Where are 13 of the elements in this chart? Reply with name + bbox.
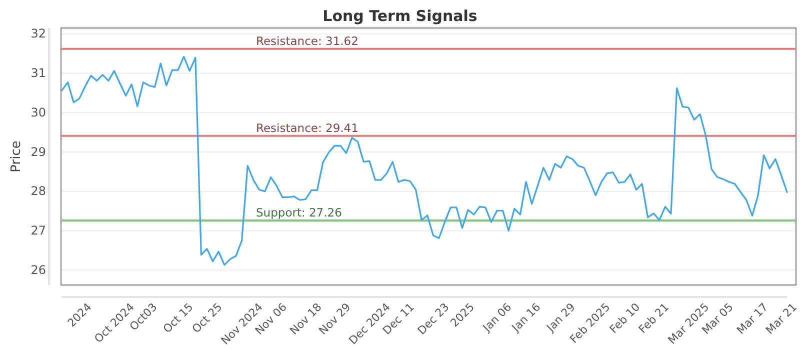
y-axis-title: Price — [9, 140, 24, 172]
y-tick-label: 29 — [30, 144, 46, 159]
ref-line-label: Support: 27.26 — [256, 205, 342, 220]
ref-line-label: Resistance: 29.41 — [256, 120, 358, 135]
y-tick-label: 31 — [30, 66, 46, 80]
y-tick-label: 32 — [30, 26, 46, 41]
ref-line-label: Resistance: 31.62 — [256, 34, 358, 48]
y-tick-label: 30 — [30, 105, 46, 120]
y-tick-label: 27 — [30, 224, 46, 238]
chart-title: Long Term Signals — [322, 7, 478, 25]
y-tick-label: 28 — [30, 184, 46, 198]
line-series — [61, 56, 788, 266]
y-tick-label: 26 — [30, 262, 46, 277]
